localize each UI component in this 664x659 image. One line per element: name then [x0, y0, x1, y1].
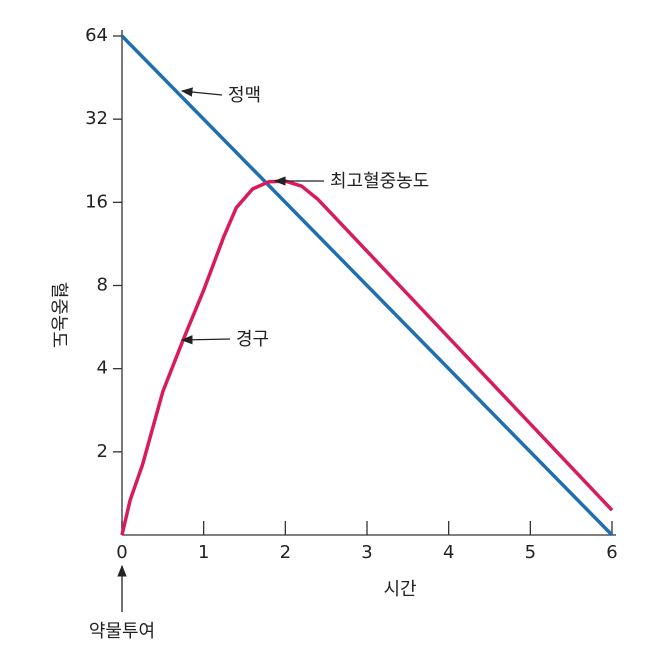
- arrow: [180, 87, 223, 97]
- series-label: 정맥: [228, 85, 261, 106]
- x-tick-label: 0: [116, 542, 127, 563]
- x-tick-label: 6: [606, 542, 617, 563]
- x-tick-label: 4: [443, 542, 454, 563]
- arrow: [180, 335, 231, 345]
- y-axis-label: 혈중농도: [48, 282, 69, 348]
- line-series: [120, 34, 614, 537]
- series-label: 경구: [236, 329, 269, 350]
- y-tick-label: 4: [97, 358, 108, 379]
- y-tick-label: 32: [85, 108, 108, 129]
- x-tick-label: 1: [198, 542, 209, 563]
- y-tick-label: 64: [85, 25, 108, 46]
- annotation: 약물투여: [89, 621, 155, 642]
- y-tick-label: 16: [85, 191, 108, 212]
- y-tick-label: 8: [97, 275, 108, 296]
- annotation: 최고혈중농도: [330, 171, 429, 192]
- x-axis-label: 시간: [383, 579, 416, 600]
- x-tick-label: 5: [525, 542, 536, 563]
- y-tick-label: 2: [97, 441, 108, 462]
- line-series: [120, 179, 614, 536]
- x-tick-label: 3: [361, 542, 372, 563]
- x-tick-label: 2: [280, 542, 291, 563]
